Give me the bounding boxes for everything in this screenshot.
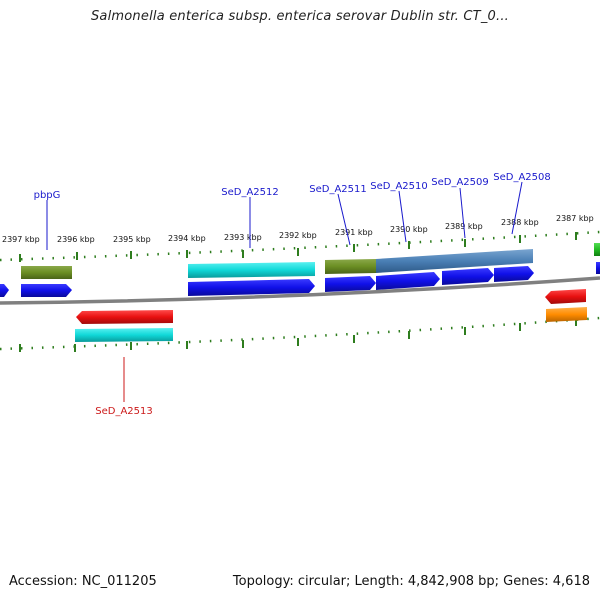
accession-label: Accession: NC_011205 (9, 574, 157, 589)
gene-feature (325, 259, 376, 274)
gene-label-sed-a2513: SeD_A2513 (95, 406, 153, 417)
tick-label: 2392 kbp (279, 231, 317, 240)
gene-arrow (325, 276, 376, 292)
lower-tick-ruler (0, 316, 600, 351)
tick-label: 2393 kbp (224, 233, 262, 242)
tick-label: 2388 kbp (501, 218, 539, 227)
tick-label: 2396 kbp (57, 235, 95, 244)
gene-feature (594, 243, 600, 256)
gene-feature (188, 262, 315, 278)
gene-arrow (442, 268, 494, 285)
gene-feature (376, 249, 533, 273)
label-leader-lines (46, 181, 523, 402)
gene-label-sed-a2511: SeD_A2511 (309, 184, 367, 195)
gene-label-sed-a2510: SeD_A2510 (370, 181, 428, 192)
gene-arrow (545, 289, 586, 304)
tick-label: 2390 kbp (390, 225, 428, 234)
leader-line (511, 181, 523, 235)
tick-label: 2397 kbp (2, 235, 40, 244)
leader-line (398, 190, 407, 243)
gene-label-sed-a2508: SeD_A2508 (493, 172, 551, 183)
gene-feature (546, 307, 587, 322)
gene-arrow (596, 262, 600, 274)
tick-labels: 2397 kbp 2396 kbp 2395 kbp 2394 kbp 2393… (2, 214, 594, 244)
leader-line (459, 187, 466, 239)
gene-arrow (376, 272, 440, 290)
upper-tick-ruler (0, 230, 600, 262)
forward-feature-track (21, 243, 600, 279)
gene-arrow (0, 284, 9, 297)
gene-feature (21, 266, 72, 279)
genome-backbone (0, 276, 600, 305)
gene-arrow (494, 266, 534, 282)
gene-labels: pbpG SeD_A2512 SeD_A2511 SeD_A2510 SeD_A… (34, 172, 551, 417)
gene-arrow (21, 284, 72, 297)
leader-line (337, 193, 351, 246)
topology-summary: Topology: circular; Length: 4,842,908 bp… (232, 574, 590, 589)
gene-arrow (76, 310, 173, 324)
gene-label-pbpg: pbpG (34, 190, 61, 201)
map-title: Salmonella enterica subsp. enterica sero… (90, 9, 509, 24)
tick-label: 2394 kbp (168, 234, 206, 243)
forward-gene-arrows (0, 262, 600, 297)
reverse-gene-arrows (75, 289, 587, 342)
gene-label-sed-a2512: SeD_A2512 (221, 187, 279, 198)
major-ticks (19, 232, 577, 352)
gene-feature (75, 328, 173, 342)
tick-label: 2387 kbp (556, 214, 594, 223)
tick-label: 2395 kbp (113, 235, 151, 244)
gene-label-sed-a2509: SeD_A2509 (431, 177, 489, 188)
gene-arrow (188, 279, 315, 296)
tick-label: 2391 kbp (335, 228, 373, 237)
